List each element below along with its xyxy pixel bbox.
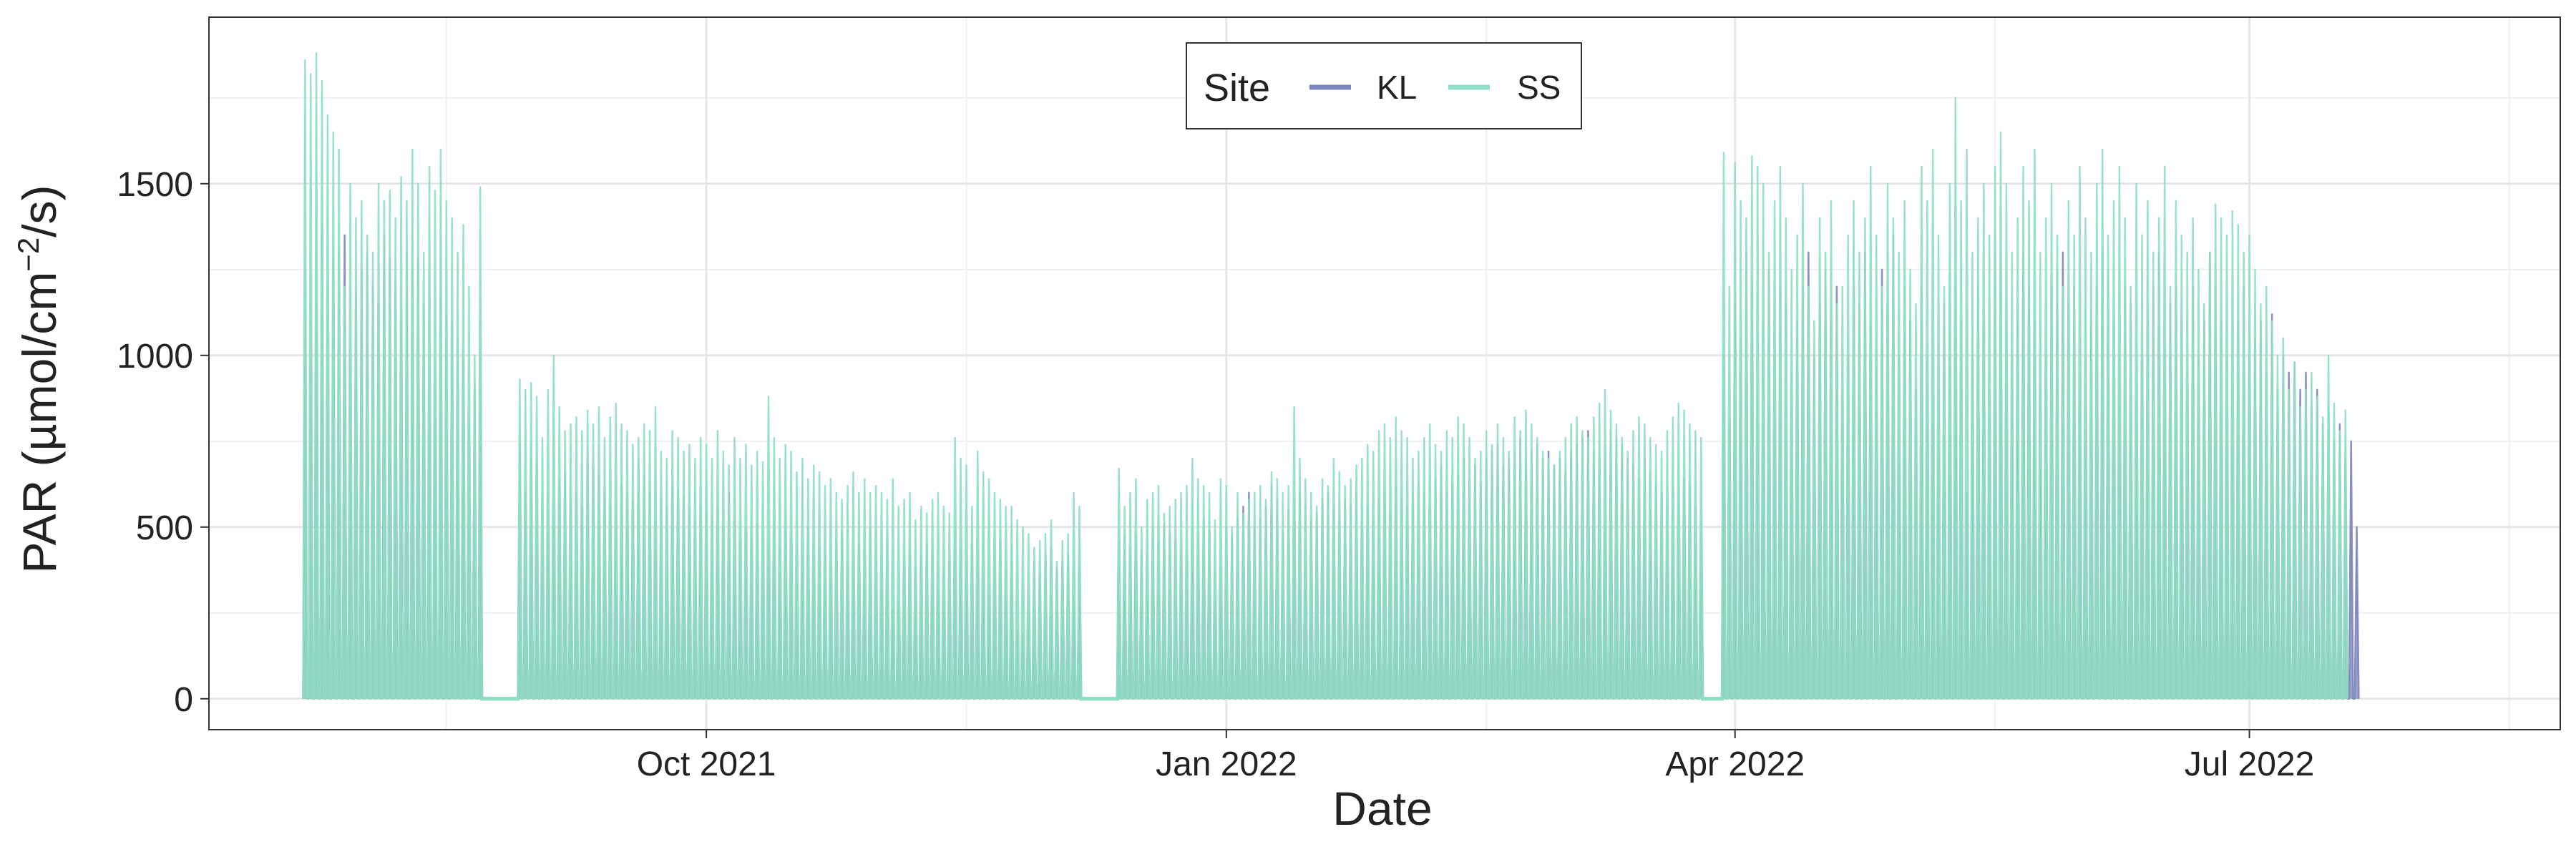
plot-panel-border bbox=[208, 16, 2561, 730]
y-axis-title: PAR (µmol/cm−2/s) bbox=[11, 185, 66, 573]
legend-box bbox=[1186, 42, 1582, 129]
legend-label-ss: SS bbox=[1517, 69, 1561, 106]
series-ss-segment bbox=[517, 354, 1083, 700]
y-tick-label: 1000 bbox=[117, 338, 193, 376]
series-ss-segment bbox=[1720, 97, 2348, 700]
y-axis-title-tail: /s) bbox=[13, 185, 66, 237]
series-lines bbox=[302, 52, 2360, 701]
y-axis-title-main: PAR (µmol/cm bbox=[13, 272, 66, 574]
series-ss-segment bbox=[1116, 388, 1704, 700]
legend-title: Site bbox=[1204, 67, 1270, 109]
x-axis-title: Date bbox=[1332, 782, 1432, 835]
legend-label-kl: KL bbox=[1377, 69, 1417, 106]
series-ss bbox=[302, 52, 2348, 701]
axes: 0 500 1000 1500 Oct 2021 Jan 2022 Apr 2022 Jul … bbox=[117, 166, 2314, 783]
y-axis-title-superscript: −2 bbox=[11, 237, 45, 272]
x-tick-label: Jul 2022 bbox=[2185, 745, 2314, 783]
x-tick-label: Jan 2022 bbox=[1156, 745, 1297, 783]
x-tick-label: Apr 2022 bbox=[1665, 745, 1805, 783]
legend: Site KL SS bbox=[1186, 42, 1582, 129]
series-ss-segment bbox=[302, 52, 484, 700]
y-tick-label: 1500 bbox=[117, 166, 193, 204]
y-tick-label: 500 bbox=[136, 509, 193, 547]
y-tick-label: 0 bbox=[174, 681, 193, 719]
x-tick-label: Oct 2021 bbox=[637, 745, 776, 783]
